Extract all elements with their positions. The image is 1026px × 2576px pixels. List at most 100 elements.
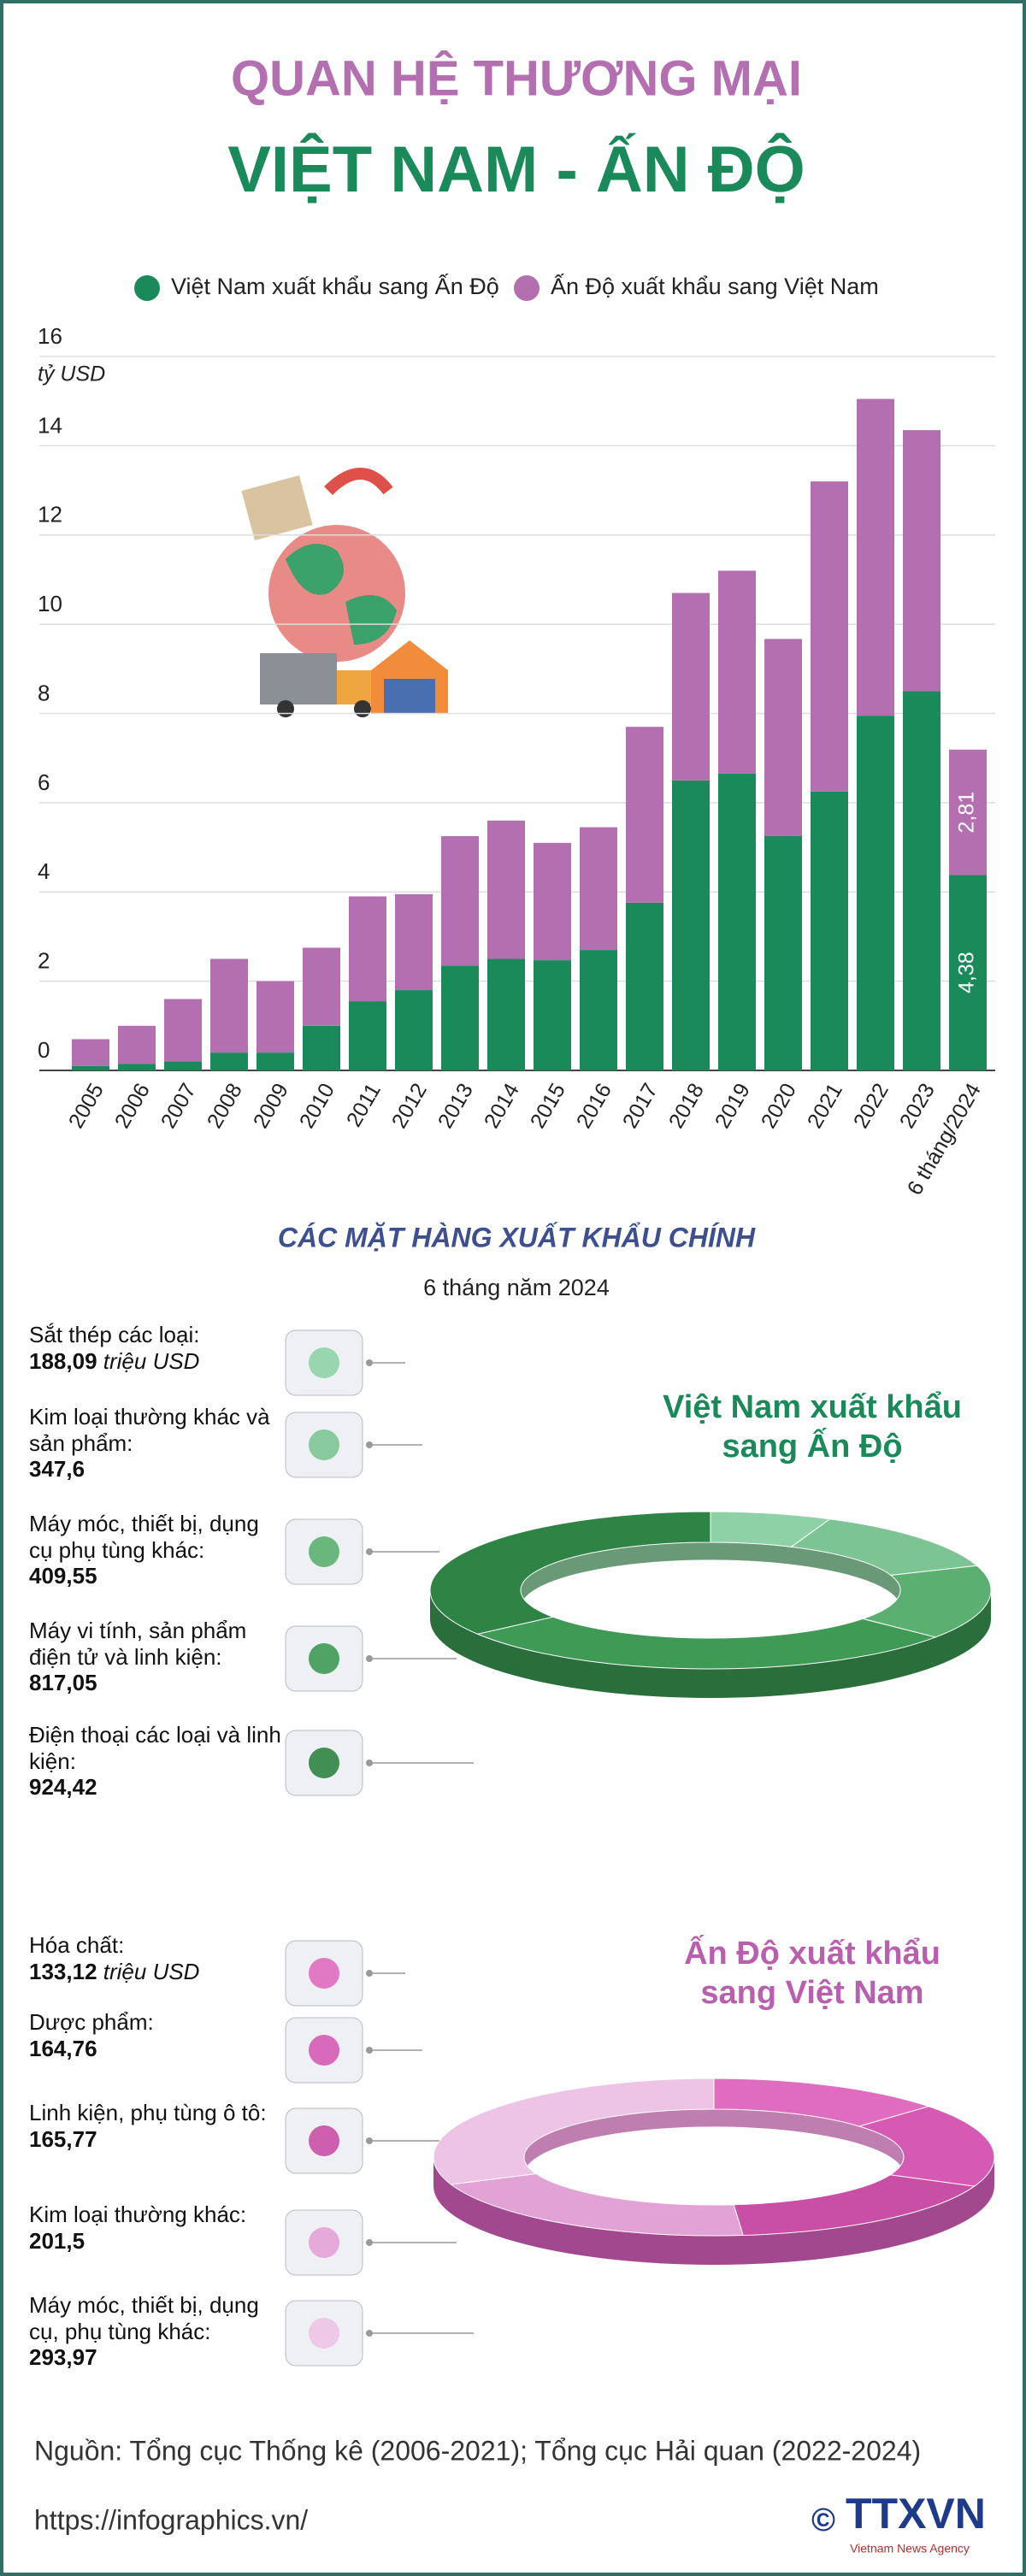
- x-tick-label: 2013: [433, 1079, 478, 1132]
- item-value: 293,97: [29, 2344, 97, 2371]
- item-label: Máy móc, thiết bị, dụng cụ, phụ tùng khá…: [29, 2292, 286, 2371]
- bar-segment: [534, 842, 571, 961]
- x-tick-label: 2010: [295, 1079, 339, 1132]
- item-value-row: 409,55: [29, 1563, 286, 1589]
- item-label: Kim loại thường khác: 201,5: [29, 2202, 286, 2254]
- item-name: Máy vi tính, sản phẩm điện tử và linh ki…: [29, 1618, 247, 1670]
- item-icon-dot: [309, 1536, 339, 1567]
- x-tick-label: 2021: [803, 1079, 847, 1132]
- y-tick-label: 6: [38, 769, 50, 795]
- connector-dot: [366, 2137, 373, 2144]
- item-unit: triệu USD: [103, 1958, 200, 1984]
- item-name: Kim loại thường khác:: [29, 2202, 247, 2227]
- x-tick-label: 2022: [849, 1079, 893, 1132]
- bar-segment: [441, 836, 479, 966]
- item-icon-dot: [309, 2227, 339, 2258]
- canvas: QUAN HỆ THƯƠNG MẠI VIỆT NAM - ẤN ĐỘ Việt…: [34, 50, 995, 2555]
- bar-segment: [534, 960, 571, 1070]
- item-icon-dot: [309, 1429, 339, 1460]
- x-tick-label: 2014: [480, 1079, 524, 1132]
- item-icon-dot: [309, 2035, 339, 2066]
- connector-dot: [366, 2239, 373, 2246]
- item-label: Sắt thép các loại: 188,09 triệu USD: [29, 1322, 286, 1374]
- bar-segment: [718, 773, 756, 1070]
- legend-label: Ấn Độ xuất khẩu sang Việt Nam: [551, 273, 879, 299]
- bar-segment: [395, 893, 433, 991]
- legend-swatch: [134, 275, 160, 301]
- bar-segment: [118, 1025, 156, 1064]
- url: https://infographics.vn/: [34, 2504, 308, 2535]
- connector-dot: [366, 1359, 373, 1366]
- bar-segment: [718, 570, 756, 774]
- item-value-row: 133,12 triệu USD: [29, 1959, 286, 1985]
- item-name: Máy móc, thiết bị, dụng cụ phụ tùng khác…: [29, 1511, 259, 1563]
- item-value-row: 293,97: [29, 2344, 286, 2371]
- item-name: Máy móc, thiết bị, dụng cụ, phụ tùng khá…: [29, 2292, 259, 2344]
- bar-segment: [580, 950, 617, 1070]
- item-value-row: 924,42: [29, 1774, 286, 1801]
- bar-segment: [72, 1065, 109, 1070]
- y-tick-label: 2: [38, 948, 50, 974]
- bar-segment: [72, 1039, 109, 1066]
- bar-segment: [626, 902, 663, 1070]
- legend-swatch: [514, 275, 540, 301]
- item-value: 409,55: [29, 1563, 97, 1589]
- y-tick-label: 8: [38, 680, 50, 705]
- bar-segment: [349, 1001, 386, 1070]
- bar-segment: [764, 836, 802, 1070]
- ring-segment: [476, 1616, 937, 1670]
- bar-segment: [349, 896, 386, 1002]
- item-value: 924,42: [29, 1774, 97, 1801]
- item-value: 347,6: [29, 1456, 86, 1483]
- ring-segment: [429, 1511, 711, 1635]
- ring-hole-side: [524, 2109, 904, 2175]
- item-label: Máy móc, thiết bị, dụng cụ phụ tùng khác…: [29, 1511, 286, 1589]
- item-value-row: 817,05: [29, 1670, 286, 1696]
- bar-segment: [626, 727, 663, 903]
- ring-title: sang Ấn Độ: [722, 1427, 902, 1465]
- bar-segment: [580, 827, 617, 951]
- x-tick-label: 2005: [64, 1079, 109, 1132]
- y-tick-label: 16: [38, 323, 62, 349]
- y-tick-label: 0: [38, 1037, 50, 1063]
- bar-segment: [949, 749, 987, 875]
- bar-segment: [164, 999, 202, 1062]
- item-value-row: 165,77: [29, 2126, 286, 2153]
- connector-dot: [366, 1548, 373, 1555]
- bar-segment: [857, 398, 894, 716]
- item-label: Máy vi tính, sản phẩm điện tử và linh ki…: [29, 1618, 286, 1696]
- bar-segment: [487, 958, 525, 1070]
- bar-segment: [857, 716, 894, 1070]
- item-value: 164,76: [29, 2035, 97, 2061]
- x-tick-label: 2023: [895, 1079, 940, 1132]
- bar-segment: [303, 1025, 340, 1070]
- x-tick-label: 2015: [526, 1079, 570, 1132]
- title-line2: VIỆT NAM - ẤN ĐỘ: [227, 133, 805, 206]
- ring-side: [430, 1590, 991, 1698]
- item-value-row: 347,6: [29, 1456, 286, 1483]
- bar-segment: [949, 875, 987, 1070]
- x-tick-label: 2016: [572, 1079, 616, 1132]
- connector-dot: [366, 1760, 373, 1766]
- x-tick-label: 2011: [342, 1079, 386, 1131]
- section-subtitle: 6 tháng năm 2024: [423, 1275, 610, 1300]
- bar-segment: [672, 592, 710, 781]
- bar-segment: [441, 965, 479, 1070]
- bar-segment: [118, 1064, 156, 1070]
- connector-dot: [366, 1655, 373, 1662]
- x-tick-label: 2019: [711, 1079, 755, 1132]
- bar-segment: [256, 981, 294, 1053]
- item-value: 133,12: [29, 1958, 97, 1984]
- x-tick-label: 2007: [156, 1079, 201, 1132]
- item-icon-dot: [309, 1347, 339, 1378]
- section-title: CÁC MẶT HÀNG XUẤT KHẨU CHÍNH: [278, 1222, 756, 1253]
- item-name: Sắt thép các loại:: [29, 1322, 200, 1347]
- bar-segment: [903, 691, 940, 1070]
- item-name: Hóa chất:: [29, 1932, 125, 1958]
- item-name: Kim loại thường khác và sản phẩm:: [29, 1404, 270, 1456]
- connector-dot: [366, 2330, 373, 2337]
- bar-segment: [811, 791, 848, 1070]
- x-tick-label: 2012: [387, 1079, 432, 1132]
- y-tick-label: 4: [38, 858, 50, 884]
